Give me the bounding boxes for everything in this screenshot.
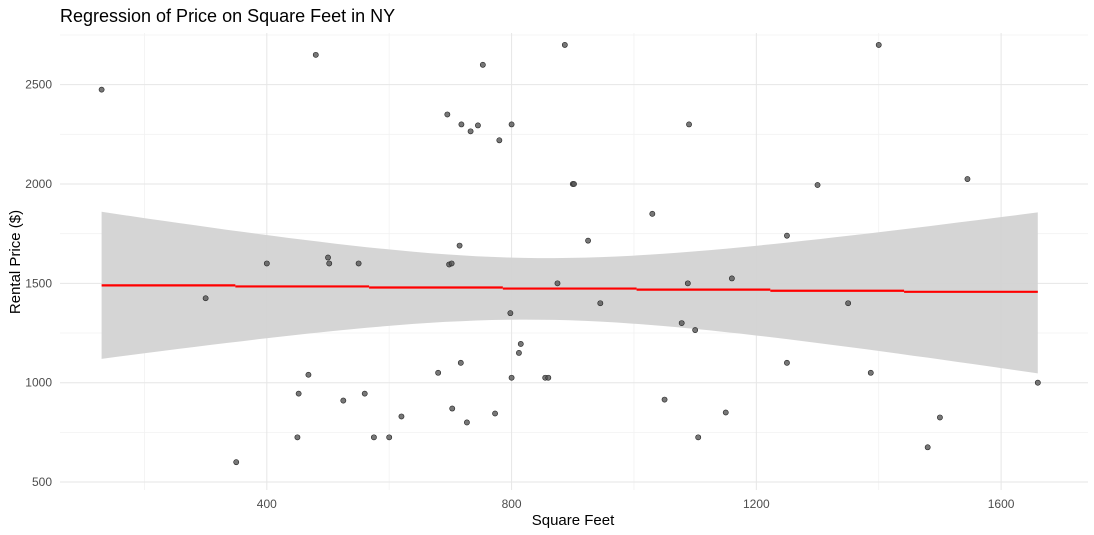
y-tick-label: 500 — [32, 475, 52, 489]
y-tick-label: 2500 — [25, 78, 52, 92]
regression-line — [101, 284, 1038, 293]
data-point — [561, 42, 568, 48]
data-point — [678, 320, 685, 326]
data-point — [728, 275, 735, 282]
data-point — [722, 409, 729, 416]
x-tick-labels: 400 800 1200 1600 — [257, 497, 1015, 511]
data-point — [814, 182, 821, 188]
data-point — [475, 122, 481, 129]
data-point — [692, 327, 699, 333]
data-point — [371, 434, 377, 441]
data-point — [263, 260, 270, 267]
data-point — [464, 419, 470, 426]
data-point — [492, 410, 498, 417]
data-point — [516, 349, 522, 356]
data-point — [875, 42, 882, 48]
data-point — [496, 137, 503, 144]
data-point — [585, 237, 591, 244]
data-point — [684, 280, 691, 287]
data-point — [457, 359, 464, 366]
x-tick-label: 400 — [257, 497, 277, 511]
data-point — [597, 300, 604, 307]
data-point — [456, 242, 463, 249]
data-point — [867, 369, 874, 376]
confidence-band — [101, 211, 1038, 374]
data-point — [202, 295, 209, 302]
data-point — [435, 369, 442, 376]
data-point — [924, 444, 931, 451]
data-point — [340, 397, 347, 404]
data-point — [508, 121, 515, 128]
data-point — [295, 390, 302, 397]
x-tick-label: 1200 — [743, 497, 770, 511]
data-point — [355, 260, 362, 267]
data-point — [554, 280, 561, 287]
data-point — [545, 374, 552, 381]
data-point — [649, 210, 656, 217]
data-point — [98, 86, 105, 93]
y-axis-label: Rental Price ($) — [7, 210, 24, 314]
data-point — [964, 176, 971, 182]
data-point — [294, 434, 301, 441]
data-point — [661, 396, 668, 403]
data-point — [233, 459, 240, 466]
data-point — [325, 254, 331, 261]
x-tick-label: 1600 — [988, 497, 1015, 511]
data-point — [517, 341, 524, 347]
data-point — [312, 51, 319, 58]
data-point — [449, 405, 456, 412]
data-point — [508, 374, 515, 381]
data-point — [305, 371, 312, 378]
data-point — [326, 260, 333, 267]
data-point — [507, 310, 514, 317]
data-point — [784, 232, 790, 239]
data-point — [444, 111, 451, 118]
x-tick-label: 800 — [502, 497, 522, 511]
data-point — [571, 181, 577, 187]
y-tick-labels: 500 1000 1500 2000 2500 — [25, 78, 52, 489]
data-points — [98, 42, 1041, 466]
data-point — [361, 390, 368, 397]
data-point — [695, 434, 702, 441]
data-point — [467, 128, 474, 135]
data-point — [686, 121, 692, 128]
data-point — [1034, 379, 1041, 386]
y-tick-label: 2000 — [25, 177, 52, 191]
data-point — [479, 61, 486, 68]
y-tick-label: 1000 — [25, 376, 52, 390]
data-point — [458, 121, 465, 128]
y-tick-label: 1500 — [25, 276, 52, 290]
x-axis-label: Square Feet — [532, 512, 615, 529]
data-point — [448, 260, 455, 267]
data-point — [784, 359, 790, 366]
data-point — [386, 434, 393, 441]
data-point — [845, 300, 852, 307]
data-point — [937, 414, 943, 421]
chart-title: Regression of Price on Square Feet in NY — [60, 6, 395, 26]
data-point — [398, 413, 405, 420]
